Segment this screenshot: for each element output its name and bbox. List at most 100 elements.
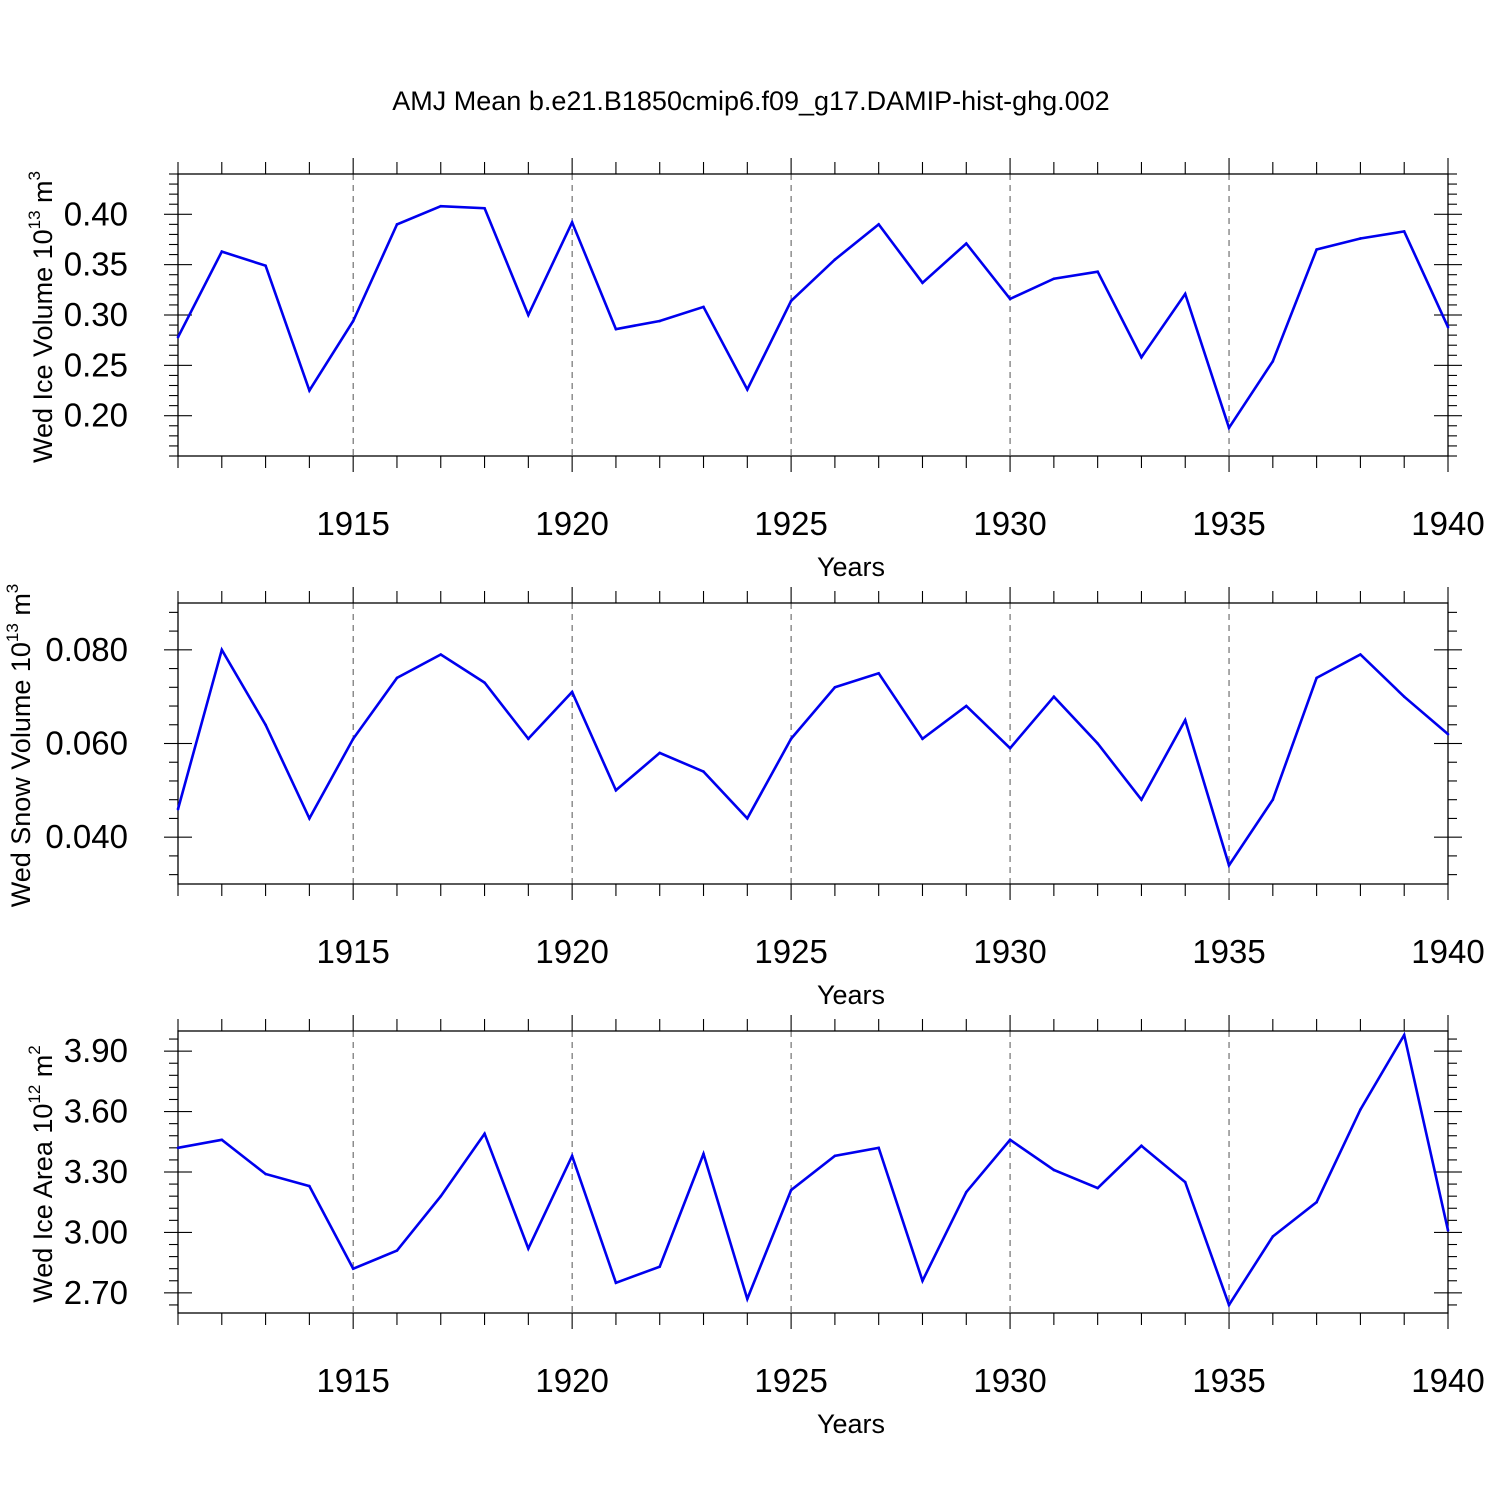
data-point — [614, 327, 618, 331]
data-points-ice-area — [176, 1033, 1450, 1307]
data-point — [614, 789, 618, 792]
data-point — [439, 1194, 443, 1198]
data-point — [1315, 248, 1318, 251]
x-tick-label: 1935 — [1192, 1362, 1265, 1399]
data-point — [176, 1146, 180, 1150]
y-axis-label-unit-exponent: 2 — [25, 1045, 44, 1054]
data-point — [1096, 270, 1099, 273]
data-point — [921, 1279, 924, 1283]
data-point — [833, 686, 837, 689]
data-point — [1096, 1186, 1099, 1190]
data-point — [308, 1184, 311, 1188]
data-point — [439, 204, 443, 208]
data-point — [1227, 426, 1231, 430]
y-tick-label: 0.060 — [45, 725, 128, 762]
y-axis-label: Wed Ice Volume 1013 m3 — [25, 171, 58, 463]
x-tick-label: 1940 — [1411, 933, 1484, 970]
x-tick-label: 1925 — [754, 1362, 827, 1399]
data-point — [1446, 732, 1450, 736]
x-axis-label: Years — [817, 980, 885, 1010]
data-point — [702, 1152, 705, 1156]
data-point — [1008, 746, 1012, 750]
data-point — [1183, 1180, 1187, 1184]
y-tick-label: 0.20 — [64, 397, 128, 434]
data-point — [395, 223, 399, 226]
data-point — [877, 1146, 880, 1150]
y-axis-label-text: Wed Ice Area 10 — [28, 1104, 58, 1303]
data-point — [1446, 325, 1450, 329]
y-tick-label: 0.040 — [45, 818, 128, 855]
y-axis-label: Wed Ice Area 1012 m2 — [25, 1045, 58, 1303]
data-point — [483, 206, 486, 210]
data-point — [1183, 292, 1187, 296]
data-point — [789, 1188, 793, 1192]
data-point — [1052, 1168, 1056, 1172]
data-point — [1052, 277, 1056, 281]
data-point — [1227, 1303, 1231, 1307]
data-point — [1271, 360, 1275, 363]
panel-ice-volume: 1915 1920 1925 1930 1935 1940 Years 0.20 0.25 0.3… — [25, 158, 1485, 582]
y-axis-label-unit-exponent: 3 — [25, 171, 44, 180]
data-point — [658, 1265, 662, 1268]
y-axis-label-unit: m — [28, 1055, 58, 1085]
y-axis-label-exponent: 13 — [3, 623, 22, 642]
data-point — [220, 648, 224, 652]
data-point — [789, 737, 793, 741]
x-tick-label: 1940 — [1411, 505, 1484, 542]
data-point — [877, 671, 880, 675]
data-point — [614, 1281, 618, 1285]
data-point — [483, 1132, 486, 1136]
y-axis-label-exponent: 13 — [25, 210, 44, 229]
x-tick-label: 1925 — [754, 933, 827, 970]
data-point — [351, 1267, 355, 1270]
x-tick-label: 1915 — [316, 933, 389, 970]
data-point — [833, 1154, 837, 1158]
y-tick-label: 3.00 — [64, 1213, 128, 1250]
x-tick-label: 1920 — [535, 505, 608, 542]
panel-ice-area: 1915 1920 1925 1930 1935 1940 Years 2.70 3.00 3.3… — [25, 1015, 1485, 1439]
data-point — [746, 1297, 749, 1301]
series-line-ice-area — [177, 1031, 1450, 1308]
y-tick-label: 0.40 — [64, 195, 128, 232]
data-point — [395, 1249, 399, 1252]
y-tick-label: 3.60 — [64, 1093, 128, 1130]
data-point — [483, 681, 486, 684]
data-points-snow-volume — [176, 648, 1450, 867]
data-point — [964, 1190, 968, 1194]
data-point — [1271, 798, 1275, 801]
data-point — [1096, 742, 1099, 745]
data-point — [702, 770, 705, 773]
data-points-ice-volume — [176, 204, 1450, 430]
data-point — [395, 676, 399, 680]
data-point — [964, 242, 968, 245]
data-point — [1446, 1229, 1450, 1232]
data-point — [1359, 653, 1362, 656]
data-point — [1315, 1200, 1318, 1204]
y-axis-label-unit-exponent: 3 — [3, 584, 22, 593]
y-axis-label-exponent: 12 — [25, 1085, 44, 1104]
data-point — [264, 1172, 267, 1176]
data-point — [570, 221, 574, 224]
data-point — [1183, 718, 1187, 722]
x-tick-label: 1935 — [1192, 505, 1265, 542]
data-point — [220, 1138, 224, 1142]
data-point — [1402, 1033, 1406, 1037]
x-tick-label: 1930 — [973, 933, 1046, 970]
data-point — [351, 319, 355, 323]
data-point — [1052, 695, 1056, 698]
data-point — [877, 223, 880, 226]
series-line-ice-volume — [176, 204, 1450, 431]
x-tick-label: 1930 — [973, 505, 1046, 542]
data-point — [308, 389, 311, 392]
data-point — [439, 653, 443, 656]
data-point — [1315, 676, 1318, 680]
y-tick-label: 0.30 — [64, 296, 128, 333]
panel-snow-volume: 1915 1920 1925 1930 1935 1940 Years 0.040 0.060 0… — [3, 584, 1485, 1010]
y-axis-label-unit: m — [6, 593, 36, 623]
x-tick-label: 1915 — [316, 1362, 389, 1399]
x-tick-label: 1920 — [535, 1362, 608, 1399]
x-tick-label: 1935 — [1192, 933, 1265, 970]
x-tick-label: 1925 — [754, 505, 827, 542]
